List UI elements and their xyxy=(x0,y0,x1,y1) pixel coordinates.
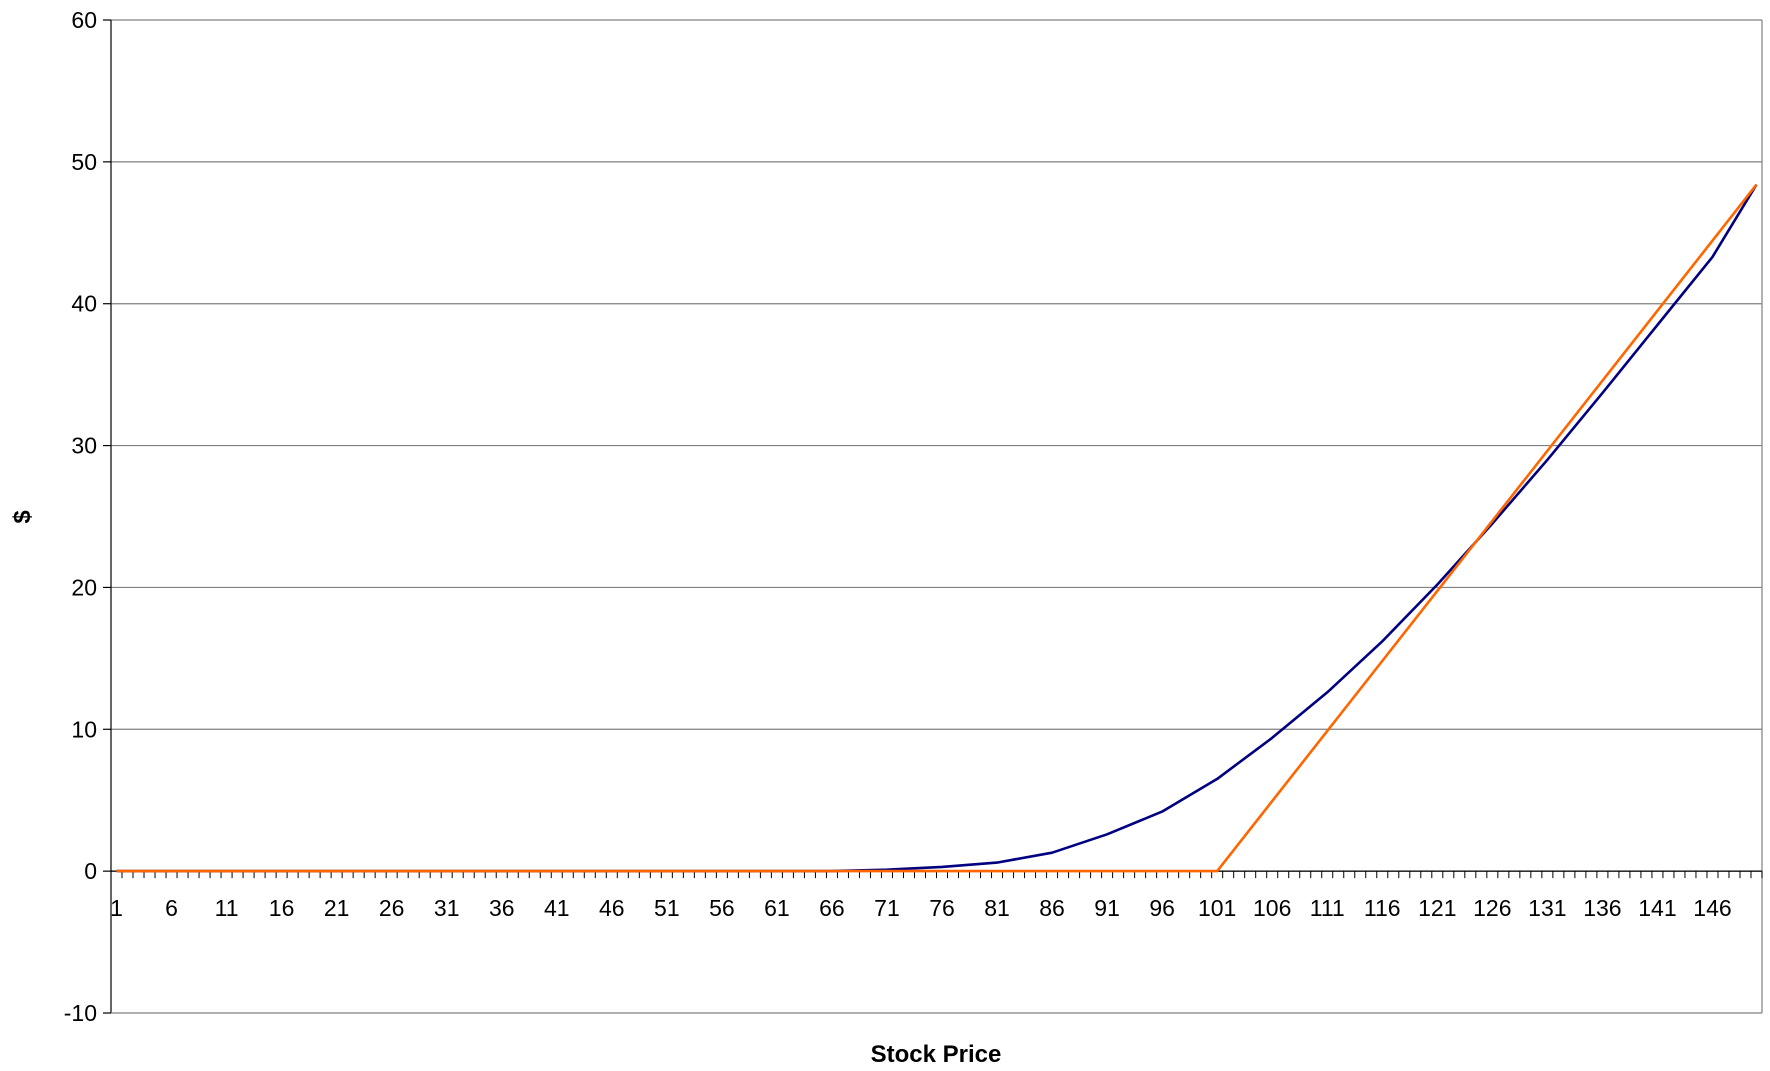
x-tick-label: 136 xyxy=(1583,895,1621,921)
y-tick-label: 60 xyxy=(71,7,97,33)
y-tick-label: -10 xyxy=(64,1000,97,1026)
x-tick-label: 91 xyxy=(1094,895,1120,921)
y-tick-label: 10 xyxy=(71,716,97,742)
x-tick-label: 146 xyxy=(1693,895,1731,921)
grid-lines xyxy=(111,19,1762,872)
x-tick-label: 21 xyxy=(324,895,350,921)
x-tick-label: 106 xyxy=(1253,895,1291,921)
y-tick-label: 0 xyxy=(84,858,97,884)
y-tick-label: 30 xyxy=(71,433,97,459)
x-tick-label: 31 xyxy=(434,895,460,921)
x-tick-label: 61 xyxy=(764,895,790,921)
x-tick-label: 66 xyxy=(819,895,845,921)
x-tick-label: 101 xyxy=(1198,895,1236,921)
x-tick-label: 71 xyxy=(874,895,900,921)
y-tick-label: 20 xyxy=(71,574,97,600)
x-tick-label: 81 xyxy=(984,895,1010,921)
y-tick-label: 40 xyxy=(71,291,97,317)
y-tick-label: 50 xyxy=(71,149,97,175)
series-line-1 xyxy=(116,183,1758,873)
x-tick-label: 56 xyxy=(709,895,735,921)
x-tick-label: 36 xyxy=(489,895,515,921)
x-tick-label: 76 xyxy=(929,895,955,921)
series-lines xyxy=(116,183,1758,873)
x-axis-title: Stock Price xyxy=(871,1041,1002,1068)
x-tick-label: 116 xyxy=(1364,895,1401,921)
x-tick-label: 16 xyxy=(269,895,295,921)
series-line-2 xyxy=(116,183,1758,873)
x-tick-label: 121 xyxy=(1418,895,1456,921)
x-tick-label: 46 xyxy=(599,895,625,921)
axes xyxy=(103,19,1763,1014)
x-tick-label: 26 xyxy=(379,895,405,921)
x-tick-label: 86 xyxy=(1039,895,1065,921)
x-tick-label: 131 xyxy=(1528,895,1566,921)
x-tick-label: 96 xyxy=(1149,895,1175,921)
x-tick-label: 126 xyxy=(1473,895,1511,921)
y-axis-title: $ xyxy=(9,510,36,524)
x-tick-label: 51 xyxy=(654,895,680,921)
x-tick-label: 111 xyxy=(1310,895,1345,921)
x-tick-label: 141 xyxy=(1638,895,1676,921)
x-tick-label: 6 xyxy=(165,895,178,921)
x-tick-label: 11 xyxy=(215,895,239,921)
x-tick-label: 1 xyxy=(110,895,123,921)
x-tick-label: 41 xyxy=(544,895,570,921)
